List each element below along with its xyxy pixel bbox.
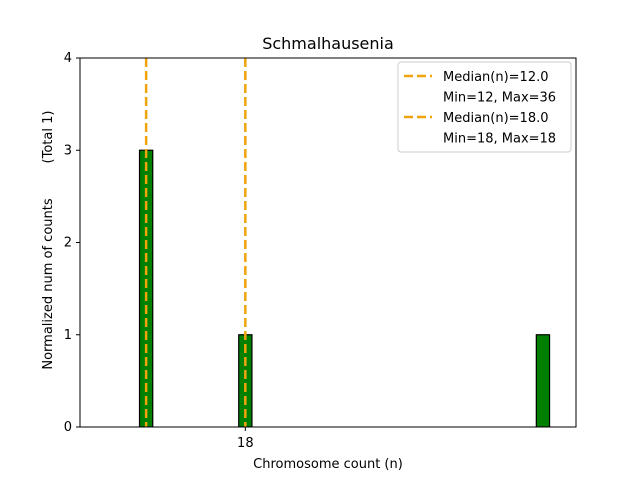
legend-entry-label: Median(n)=12.0 — [443, 70, 549, 85]
y-tick-label: 2 — [64, 236, 72, 251]
y-axis-label-total: (Total 1) — [41, 111, 56, 164]
x-axis-label: Chromosome count (n) — [253, 457, 403, 472]
plot-area: 0 1 2 3 4 18 — [64, 51, 577, 451]
bar — [535, 334, 551, 427]
legend-entry-label: Min=12, Max=36 — [443, 91, 556, 106]
legend-entry-label: Min=18, Max=18 — [443, 132, 556, 147]
y-tick-label: 1 — [64, 328, 72, 343]
plot-content — [138, 58, 551, 427]
chart-title: Schmalhausenia — [262, 34, 394, 53]
legend-entry-label: Median(n)=18.0 — [443, 111, 549, 126]
legend-box — [397, 61, 572, 153]
legend: Median(n)=12.0 Min=12, Max=36 Median(n)=18… — [397, 61, 572, 153]
y-tick-label: 4 — [64, 51, 72, 66]
x-tick-label: 18 — [237, 436, 254, 451]
y-tick-label: 3 — [64, 143, 72, 158]
y-axis-label: Normalized num of counts — [41, 198, 56, 369]
y-tick-label: 0 — [64, 420, 72, 435]
